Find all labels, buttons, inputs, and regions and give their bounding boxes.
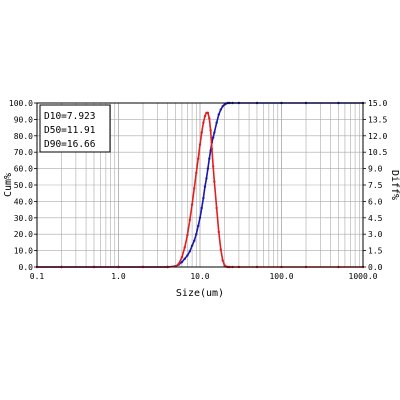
- y-right-tick-label: 10.5: [368, 148, 387, 157]
- d10-annotation: D10=7.923: [44, 111, 95, 122]
- cum-series-point: [200, 206, 203, 210]
- x-tick-label: 100.0: [269, 272, 293, 281]
- cum-series-point: [183, 257, 186, 260]
- y-right-tick-label: 13.5: [368, 115, 387, 124]
- cum-series-point: [198, 216, 202, 219]
- diff-series-point: [198, 143, 202, 146]
- diff-series-point: [195, 171, 198, 175]
- x-tick-label: 1000.0: [349, 272, 378, 281]
- cum-series-point: [215, 121, 218, 124]
- diff-series-point: [206, 111, 210, 115]
- cum-series-point: [190, 244, 194, 247]
- cum-series-point: [219, 108, 222, 111]
- diff-series-point: [193, 187, 196, 190]
- cum-series-point: [188, 250, 192, 253]
- cum-series-point: [223, 103, 226, 106]
- diff-series-point: [190, 203, 194, 206]
- y-right-tick-label: 1.5: [368, 247, 383, 256]
- cum-series-point: [217, 113, 220, 116]
- diff-series-point: [180, 255, 184, 259]
- y-right-tick-label: 0.0: [368, 263, 383, 272]
- y-right-tick-label: 12.0: [368, 132, 387, 141]
- diff-series-point: [177, 262, 181, 265]
- cum-series-point: [205, 177, 208, 180]
- cum-series-point: [186, 254, 189, 257]
- diff-series-point: [186, 234, 189, 237]
- y-left-tick-label: 100.0: [9, 99, 33, 108]
- diff-series-point: [219, 248, 222, 251]
- y-left-tick-label: 10.0: [14, 247, 33, 256]
- diff-series-point: [210, 147, 214, 151]
- y-left-tick-label: 50.0: [14, 181, 33, 190]
- diff-series-point: [196, 157, 200, 160]
- diff-series-point: [202, 121, 205, 124]
- y-right-tick-label: 15.0: [368, 99, 387, 108]
- y-left-tick-label: 90.0: [14, 115, 33, 124]
- diff-series-point: [208, 117, 211, 120]
- cum-series-point: [206, 167, 210, 170]
- cum-series-point: [180, 260, 184, 264]
- diff-series-point: [217, 230, 220, 234]
- cum-series-point: [221, 105, 224, 108]
- x-axis-title: Size(um): [176, 288, 224, 299]
- y-axis-right-title: Diff%: [389, 170, 400, 200]
- y-left-tick-label: 30.0: [14, 214, 33, 223]
- y-right-tick-label: 4.5: [368, 214, 383, 223]
- x-tick-label: 0.1: [30, 272, 45, 281]
- y-left-tick-label: 0.0: [19, 263, 34, 272]
- y-left-tick-label: 60.0: [14, 165, 33, 174]
- diff-series-point: [188, 218, 192, 222]
- y-left-tick-label: 20.0: [14, 230, 33, 239]
- cum-series-point: [208, 157, 211, 160]
- diff-series-point: [215, 206, 218, 210]
- cum-series-point: [193, 239, 196, 242]
- cum-series-point: [202, 196, 205, 200]
- y-right-tick-label: 3.0: [368, 230, 383, 239]
- diff-series-point: [183, 246, 186, 249]
- d90-annotation: D90=16.66: [44, 139, 96, 150]
- y-left-tick-label: 80.0: [14, 132, 33, 141]
- cum-series-point: [196, 224, 200, 228]
- diff-series-point: [211, 165, 215, 168]
- cum-series-point: [211, 136, 215, 139]
- cum-series-point: [195, 233, 198, 236]
- x-tick-label: 1.0: [111, 272, 126, 281]
- y-left-tick-label: 40.0: [14, 197, 33, 206]
- ticks: 0.1 1.0 10.0 100.0 1000.00.010.020.030.040.0…: [9, 99, 388, 281]
- diff-series-point: [200, 131, 203, 134]
- y-right-tick-label: 7.5: [368, 181, 383, 190]
- annotation-frame: [39, 104, 111, 153]
- cum-series-point: [203, 185, 207, 188]
- annotation-box: D10=7.923 D50=11.91 D90=16.66: [39, 104, 111, 153]
- diff-series-point: [221, 259, 224, 262]
- diff-series-point: [223, 264, 226, 267]
- y-left-tick-label: 70.0: [14, 148, 33, 157]
- diff-series-point: [209, 129, 212, 132]
- y-right-tick-label: 6.0: [368, 197, 383, 206]
- diff-series-point: [213, 180, 216, 183]
- diff-series-point: [203, 114, 207, 118]
- cum-series-point: [213, 131, 216, 134]
- y-right-tick-label: 9.0: [368, 165, 383, 174]
- x-tick-label: 10.0: [190, 272, 209, 281]
- y-axis-left-title: Cum%: [3, 173, 14, 197]
- d50-annotation: D50=11.91: [44, 125, 96, 136]
